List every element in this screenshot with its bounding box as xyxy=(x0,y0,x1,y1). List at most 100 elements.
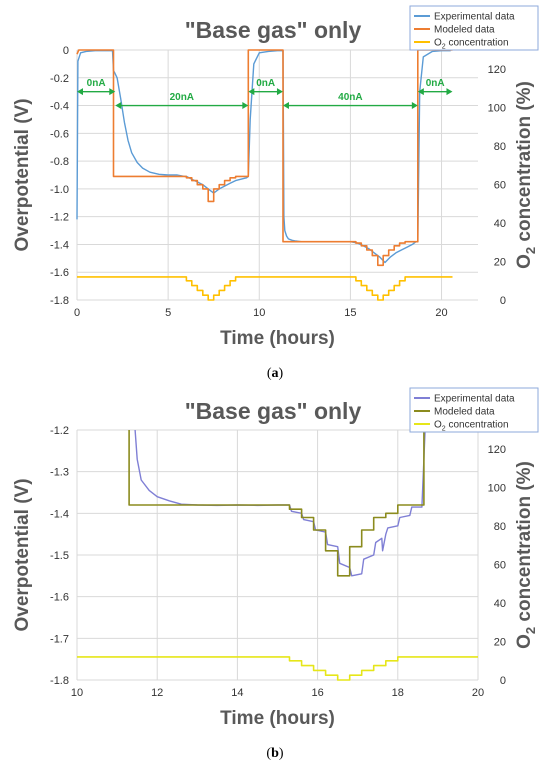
y2-axis-title-part: O xyxy=(514,634,535,649)
x-tick-label: 20 xyxy=(472,687,484,699)
legend-label: Modeled data xyxy=(434,407,495,418)
series-line-1 xyxy=(76,50,451,264)
y2-axis-title-sub: 2 xyxy=(523,247,538,254)
y2-tick-label: 60 xyxy=(494,180,506,192)
arrowhead-right xyxy=(242,102,249,110)
x-tick-label: 5 xyxy=(165,307,171,319)
x-tick-label: 0 xyxy=(74,307,80,319)
legend-label: O2 concentration xyxy=(434,420,509,433)
y-axis-title: Overpotential (V) xyxy=(12,478,33,631)
y-axis-title: Overpotential (V) xyxy=(12,98,33,251)
y-tick-label: -1.0 xyxy=(50,184,69,196)
y2-tick-label: 100 xyxy=(488,103,506,115)
annotation-label: 40nA xyxy=(338,92,362,103)
annotation-label: 0nA xyxy=(256,78,275,89)
arrowhead-left xyxy=(115,102,122,110)
arrowhead-left xyxy=(77,88,83,96)
arrowhead-right xyxy=(411,102,418,110)
panel-caption: (a) xyxy=(267,366,284,381)
y-tick-label: -0.4 xyxy=(50,101,69,113)
y-tick-label: -1.3 xyxy=(50,467,69,479)
y2-tick-label: 120 xyxy=(488,64,506,76)
caption-letter: a xyxy=(272,366,279,381)
y2-tick-label: 20 xyxy=(494,637,506,649)
series-line-1 xyxy=(134,429,426,577)
arrowhead-left xyxy=(282,102,289,110)
x-tick-label: 14 xyxy=(231,687,243,699)
y-tick-label: -1.2 xyxy=(50,212,69,224)
legend-label-part: concentration xyxy=(446,420,509,431)
annotation-label: 0nA xyxy=(426,78,445,89)
arrowhead-right xyxy=(276,88,283,96)
caption-paren: ( xyxy=(267,366,272,381)
legend-label-part: O xyxy=(434,420,442,431)
y2-tick-label: 60 xyxy=(494,560,506,572)
chart-panel-a: 0 -0.2 -0.4 -0.6 -0.8 -1.0 -1.2 -1.4 -1.6 -1.8 0 5 1… xyxy=(12,5,539,381)
y2-axis-title: O2 concentration (%) xyxy=(514,461,538,649)
x-tick-label: 16 xyxy=(311,687,323,699)
legend-label: Modeled data xyxy=(434,25,495,36)
y2-tick-label: 20 xyxy=(494,257,506,269)
legend-label: O2 concentration xyxy=(434,38,509,51)
y2-axis-title-part: concentration (%) xyxy=(514,461,535,627)
caption-paren: ) xyxy=(279,366,284,381)
caption-letter: b xyxy=(271,746,279,761)
legend-label: Experimental data xyxy=(434,12,515,23)
y-tick-label: -0.2 xyxy=(50,73,69,85)
caption-paren: ) xyxy=(279,746,284,761)
y-tick-label: -1.7 xyxy=(50,633,69,645)
y-tick-label: -1.6 xyxy=(50,592,69,604)
x-tick-label: 15 xyxy=(344,307,356,319)
legend-label-sub: 2 xyxy=(442,426,446,433)
y2-tick-label: 0 xyxy=(500,295,506,307)
y-tick-label: -1.6 xyxy=(50,267,69,279)
annotation-label: 0nA xyxy=(87,78,106,89)
y2-tick-label: 80 xyxy=(494,141,506,153)
series-line-2 xyxy=(76,49,453,267)
y2-tick-label: 120 xyxy=(488,444,506,456)
y-tick-label: -1.4 xyxy=(50,239,69,251)
legend-box xyxy=(409,387,539,433)
legend-box xyxy=(409,5,539,51)
arrowhead-left xyxy=(248,88,255,96)
chart-title: "Base gas" only xyxy=(185,17,362,43)
y-tick-label: -0.6 xyxy=(50,128,69,140)
y2-axis-title-part: concentration (%) xyxy=(514,81,535,247)
arrowhead-right xyxy=(446,88,453,96)
series-line-3 xyxy=(77,656,478,681)
chart-title: "Base gas" only xyxy=(185,398,362,424)
x-tick-label: 10 xyxy=(71,687,83,699)
y2-tick-label: 0 xyxy=(500,675,506,687)
y-tick-label: -1.2 xyxy=(50,425,69,437)
x-tick-label: 20 xyxy=(435,307,447,319)
chart-panel-b: -1.2-1.3-1.4-1.5-1.6-1.7-1.810 12 14 16 18 20… xyxy=(12,387,539,761)
legend-label-part: O xyxy=(434,38,442,49)
legend-label-sub: 2 xyxy=(442,44,446,51)
y-tick-label: -1.5 xyxy=(50,550,69,562)
x-tick-label: 18 xyxy=(392,687,404,699)
y2-tick-label: 40 xyxy=(494,218,506,230)
legend-label-part: concentration xyxy=(446,38,509,49)
y2-axis-title-sub: 2 xyxy=(523,627,538,634)
y-tick-label: -1.8 xyxy=(50,295,69,307)
series-line-2 xyxy=(128,430,425,577)
x-axis-title: Time (hours) xyxy=(220,328,335,349)
legend-label: Experimental data xyxy=(434,394,515,405)
y2-tick-label: 100 xyxy=(488,483,506,495)
y-tick-label: -1.8 xyxy=(50,675,69,687)
y-tick-label: -1.4 xyxy=(50,508,69,520)
x-tick-label: 12 xyxy=(151,687,163,699)
x-tick-label: 10 xyxy=(253,307,265,319)
panel-caption: (b) xyxy=(266,746,283,761)
arrowhead-left xyxy=(417,88,424,96)
y2-axis-title-part: O xyxy=(514,254,535,269)
annotation-label: 20nA xyxy=(170,92,194,103)
y2-tick-label: 80 xyxy=(494,521,506,533)
y2-tick-label: 40 xyxy=(494,598,506,610)
y2-axis-title: O2 concentration (%) xyxy=(514,81,538,269)
series-line-3 xyxy=(77,276,453,301)
y-tick-label: -0.8 xyxy=(50,156,69,168)
x-axis-title: Time (hours) xyxy=(220,708,335,729)
caption-paren: ( xyxy=(266,746,271,761)
